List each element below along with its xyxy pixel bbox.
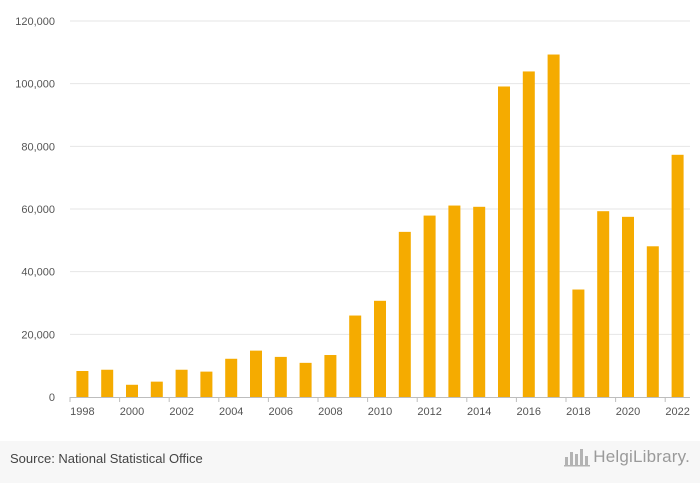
bar-2008	[324, 355, 337, 397]
x-tick-label: 2014	[467, 406, 491, 418]
bar-2021	[646, 246, 659, 397]
chart-area: 0 20,000 40,000 60,000 80,000 100,000 120,000 1…	[15, 16, 690, 418]
bar-2017	[547, 54, 560, 397]
bar-2011	[398, 231, 411, 397]
bar-2018	[572, 289, 585, 397]
x-tick-label: 2004	[219, 406, 243, 418]
y-tick-label: 20,000	[21, 329, 55, 341]
brand-logo[interactable]: HelgiLibrary.	[564, 447, 690, 467]
brand-name: HelgiLibrary.	[593, 447, 690, 466]
x-tick-label: 2018	[566, 406, 590, 418]
x-tick-label: 2010	[368, 406, 392, 418]
bar-2003	[200, 371, 213, 397]
bar-2010	[374, 300, 386, 397]
bar-2022	[671, 154, 684, 397]
bar-chart: 0 20,000 40,000 60,000 80,000 100,000 120,000 1…	[15, 16, 690, 418]
helgi-logo-icon	[564, 449, 591, 467]
bar-2004	[225, 358, 238, 397]
bar-2014	[473, 206, 486, 397]
bar-2006	[274, 356, 287, 397]
bar-2013	[448, 205, 461, 397]
x-tick-label: 2022	[665, 406, 689, 418]
x-tick-label: 2008	[318, 406, 342, 418]
bar-1999	[101, 369, 114, 397]
y-tick-label: 100,000	[15, 79, 55, 91]
x-tick-label: 2000	[120, 406, 144, 418]
x-tick-label: 2002	[169, 406, 193, 418]
bar-2016	[522, 71, 535, 398]
x-tick-label: 2012	[417, 406, 441, 418]
y-tick-label: 60,000	[21, 204, 55, 216]
bar-1998	[76, 370, 89, 397]
y-tick-label: 80,000	[21, 141, 55, 153]
chart-footer: Source: National Statistical Office Helg…	[0, 441, 700, 483]
x-tick-label: 2016	[517, 406, 541, 418]
bar-2015	[498, 86, 510, 397]
bar-2020	[622, 216, 634, 397]
bar-2001	[150, 381, 163, 397]
bar-2019	[597, 211, 610, 397]
bar-2002	[175, 369, 188, 397]
y-tick-label: 0	[49, 392, 55, 404]
y-tick-label: 40,000	[21, 267, 55, 279]
x-tick-label: 1998	[70, 406, 94, 418]
y-tick-label: 120,000	[15, 16, 55, 28]
bar-2007	[299, 362, 312, 397]
source-note: Source: National Statistical Office	[10, 451, 203, 466]
bar-2005	[250, 350, 262, 397]
x-tick-label: 2006	[269, 406, 293, 418]
bar-2012	[423, 215, 436, 397]
bar-2009	[349, 315, 362, 397]
x-tick-label: 2020	[616, 406, 640, 418]
bar-2000	[126, 384, 138, 397]
